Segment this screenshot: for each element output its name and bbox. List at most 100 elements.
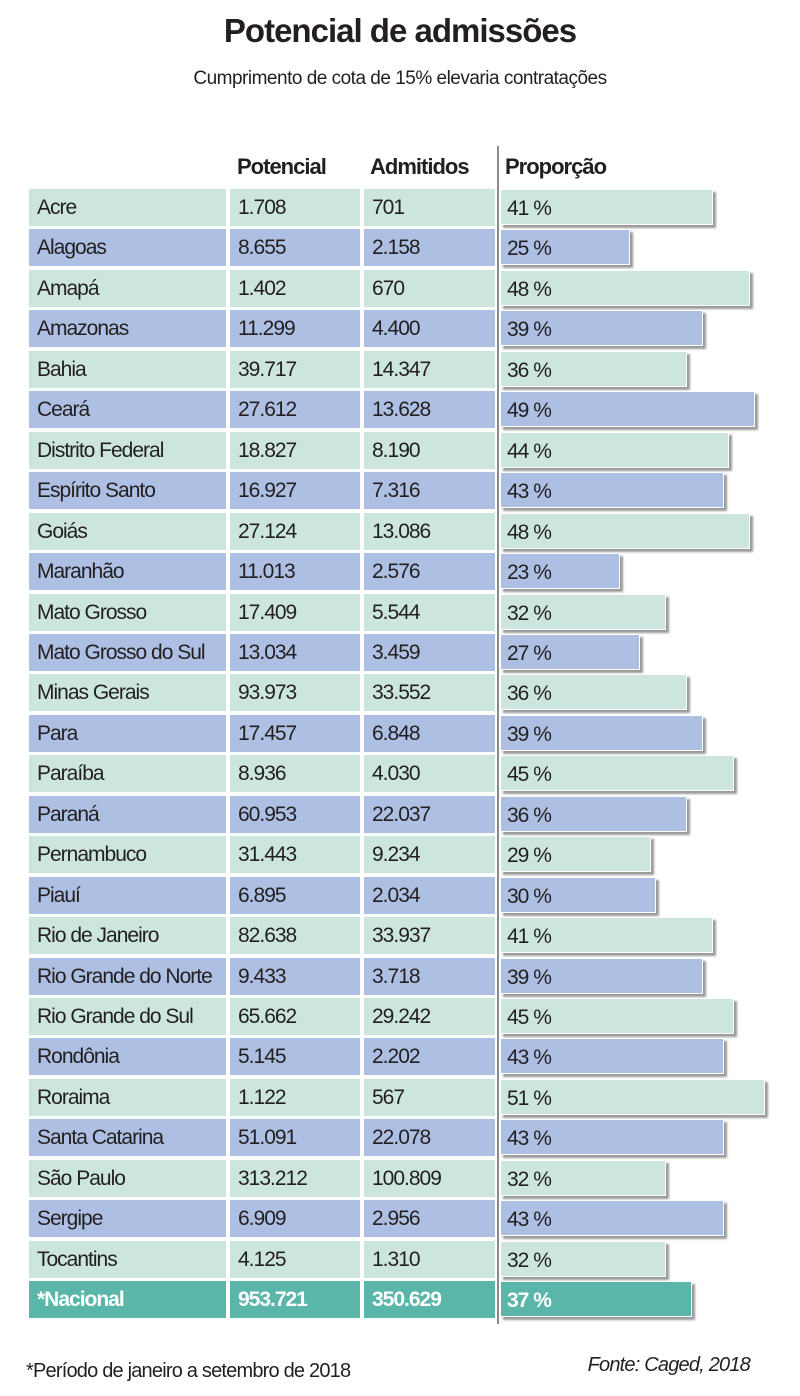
- row-label: Paraíba: [29, 755, 226, 792]
- footnote: *Período de janeiro a setembro de 2018: [26, 1360, 351, 1382]
- row-label: Pernambuco: [29, 836, 226, 873]
- cell-potencial: 27.124: [230, 513, 360, 550]
- cell-potencial: 9.433: [230, 958, 360, 995]
- proportion-bar: 45 %: [500, 755, 734, 791]
- cell-admitidos: 350.629: [364, 1281, 495, 1318]
- cell-admitidos: 33.552: [364, 674, 495, 711]
- row-label: Mato Grosso do Sul: [29, 634, 226, 671]
- source: Fonte: Caged, 2018: [587, 1354, 751, 1376]
- proportion-bar: 43 %: [500, 1038, 724, 1074]
- cell-admitidos: 2.034: [364, 877, 495, 914]
- proportion-bar: 36 %: [500, 796, 687, 832]
- header-proporcao: Proporção: [505, 154, 607, 179]
- row-label: Rio Grande do Norte: [29, 958, 226, 995]
- cell-admitidos: 33.937: [364, 917, 495, 954]
- cell-admitidos: 7.316: [364, 472, 495, 509]
- cell-admitidos: 567: [364, 1079, 495, 1116]
- proportion-bar: 32 %: [500, 1160, 666, 1196]
- proportion-bar: 51 %: [500, 1079, 765, 1115]
- proportion-bar: 25 %: [500, 229, 630, 265]
- cell-potencial: 31.443: [230, 836, 360, 873]
- row-label: Roraima: [29, 1079, 226, 1116]
- row-label: Para: [29, 715, 226, 752]
- cell-admitidos: 2.956: [364, 1200, 495, 1237]
- cell-potencial: 17.457: [230, 715, 360, 752]
- cell-admitidos: 6.848: [364, 715, 495, 752]
- cell-admitidos: 3.459: [364, 634, 495, 671]
- row-label: Maranhão: [29, 553, 226, 590]
- cell-admitidos: 22.037: [364, 796, 495, 833]
- cell-admitidos: 22.078: [364, 1119, 495, 1156]
- row-label: Espírito Santo: [29, 472, 226, 509]
- row-label: Acre: [29, 189, 226, 226]
- proportion-bar: 29 %: [500, 836, 651, 872]
- proportion-bar: 49 %: [500, 391, 755, 427]
- proportion-bar: 37 %: [500, 1281, 692, 1317]
- proportion-bar: 39 %: [500, 958, 703, 994]
- cell-admitidos: 701: [364, 189, 495, 226]
- cell-potencial: 313.212: [230, 1160, 360, 1197]
- row-label: Sergipe: [29, 1200, 226, 1237]
- cell-potencial: 82.638: [230, 917, 360, 954]
- row-label: São Paulo: [29, 1160, 226, 1197]
- row-label: Rondônia: [29, 1038, 226, 1075]
- cell-potencial: 93.973: [230, 674, 360, 711]
- row-label: Rio Grande do Sul: [29, 998, 226, 1035]
- cell-potencial: 1.122: [230, 1079, 360, 1116]
- row-label: Paraná: [29, 796, 226, 833]
- row-label: Tocantins: [29, 1241, 226, 1278]
- row-label: Piauí: [29, 877, 226, 914]
- chart-subtitle: Cumprimento de cota de 15% elevaria cont…: [193, 68, 607, 89]
- proportion-bar: 27 %: [500, 634, 640, 670]
- cell-potencial: 1.402: [230, 270, 360, 307]
- cell-potencial: 60.953: [230, 796, 360, 833]
- row-label: Bahia: [29, 351, 226, 388]
- cell-potencial: 8.936: [230, 755, 360, 792]
- cell-admitidos: 29.242: [364, 998, 495, 1035]
- cell-potencial: 13.034: [230, 634, 360, 671]
- cell-potencial: 6.909: [230, 1200, 360, 1237]
- proportion-bar: 41 %: [500, 189, 713, 225]
- row-label: Amapá: [29, 270, 226, 307]
- row-label: Minas Gerais: [29, 674, 226, 711]
- cell-admitidos: 2.576: [364, 553, 495, 590]
- proportion-bar: 36 %: [500, 674, 687, 710]
- proportion-bar: 36 %: [500, 351, 687, 387]
- proportion-bar: 43 %: [500, 1200, 724, 1236]
- proportion-bar: 30 %: [500, 877, 656, 913]
- cell-potencial: 65.662: [230, 998, 360, 1035]
- header-potencial: Potencial: [237, 154, 327, 179]
- cell-potencial: 11.299: [230, 310, 360, 347]
- cell-potencial: 953.721: [230, 1281, 360, 1318]
- proportion-bar: 32 %: [500, 594, 666, 630]
- cell-admitidos: 2.202: [364, 1038, 495, 1075]
- row-label: Ceará: [29, 391, 226, 428]
- cell-potencial: 39.717: [230, 351, 360, 388]
- cell-admitidos: 3.718: [364, 958, 495, 995]
- proportion-bar: 23 %: [500, 553, 620, 589]
- proportion-bar: 44 %: [500, 432, 729, 468]
- cell-admitidos: 14.347: [364, 351, 495, 388]
- row-label: Mato Grosso: [29, 594, 226, 631]
- proportion-bar: 43 %: [500, 1119, 724, 1155]
- row-label: Santa Catarina: [29, 1119, 226, 1156]
- cell-potencial: 18.827: [230, 432, 360, 469]
- cell-admitidos: 13.086: [364, 513, 495, 550]
- proportion-bar: 43 %: [500, 472, 724, 508]
- proportion-bar: 45 %: [500, 998, 734, 1034]
- cell-potencial: 11.013: [230, 553, 360, 590]
- cell-potencial: 4.125: [230, 1241, 360, 1278]
- row-label: Alagoas: [29, 229, 226, 266]
- cell-admitidos: 670: [364, 270, 495, 307]
- proportion-bar: 39 %: [500, 310, 703, 346]
- cell-admitidos: 100.809: [364, 1160, 495, 1197]
- cell-potencial: 17.409: [230, 594, 360, 631]
- header-admitidos: Admitidos: [370, 154, 470, 179]
- axis-line: [497, 146, 499, 1324]
- proportion-bar: 41 %: [500, 917, 713, 953]
- cell-potencial: 27.612: [230, 391, 360, 428]
- proportion-bar: 48 %: [500, 513, 750, 549]
- row-label: *Nacional: [29, 1281, 226, 1318]
- cell-potencial: 51.091: [230, 1119, 360, 1156]
